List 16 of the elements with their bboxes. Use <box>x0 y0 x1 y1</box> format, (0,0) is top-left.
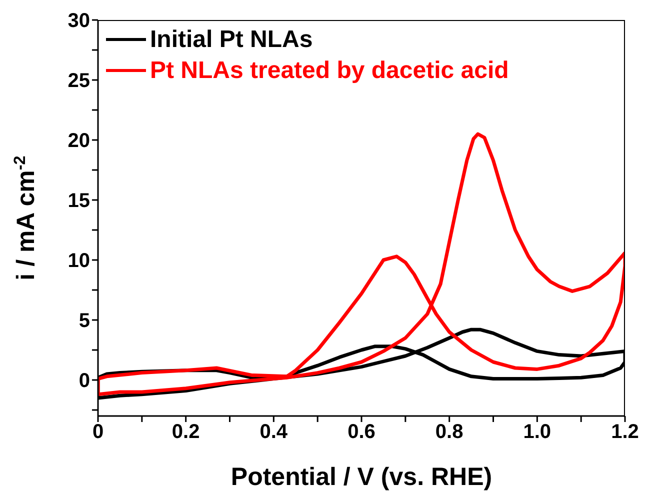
legend-label: Initial Pt NLAs <box>150 26 313 54</box>
x-tick-label: 0.8 <box>435 421 464 444</box>
x-tick-label: 0.6 <box>348 421 376 444</box>
x-axis-title: Potential / V (vs. RHE) <box>230 463 492 491</box>
y-tick-label: 15 <box>68 190 90 212</box>
legend-label: Pt NLAs treated by dacetic acid <box>150 56 509 84</box>
x-tick-label: 1.2 <box>611 421 639 444</box>
x-tick-label: 0.4 <box>260 421 288 444</box>
x-tick-label: 0.2 <box>172 421 200 444</box>
y-tick-label: 0 <box>78 370 90 392</box>
y-tick-label: 25 <box>68 70 90 92</box>
y-tick-label: 20 <box>68 130 90 152</box>
y-tick-label: 30 <box>68 10 90 32</box>
y-tick-label: 5 <box>78 310 90 332</box>
x-tick-label: 1.0 <box>523 421 552 444</box>
y-tick-label: 10 <box>68 250 90 272</box>
